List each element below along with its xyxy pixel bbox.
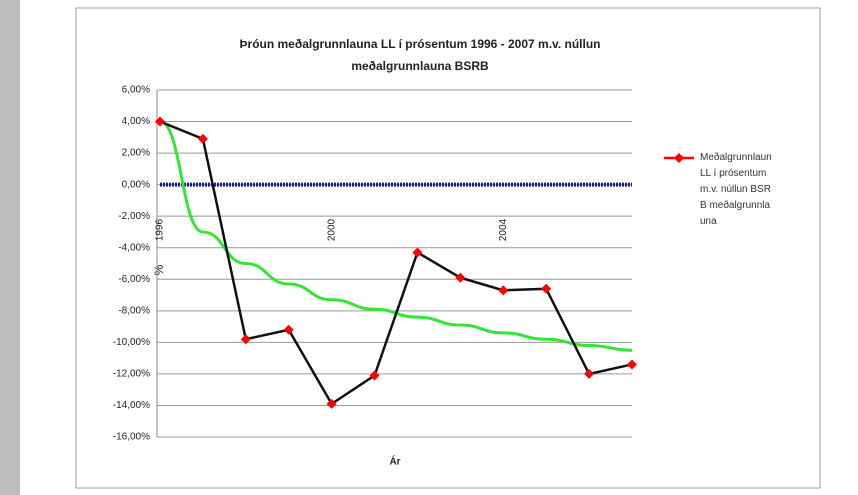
x-axis-label: Ár — [389, 455, 400, 468]
data-point — [197, 133, 208, 144]
y-axis-label: % — [152, 264, 166, 275]
chart-title: Þróun meðalgrunnlauna LL í prósentum 199… — [240, 37, 601, 51]
y-tick-label: -10,00% — [113, 337, 150, 348]
y-tick-label: 4,00% — [122, 116, 150, 127]
y-tick-label: 0,00% — [122, 179, 150, 190]
y-tick-label: -16,00% — [113, 432, 150, 443]
y-tick-label: -14,00% — [113, 400, 150, 411]
data-point — [498, 285, 509, 296]
legend-label: Meðalgrunnlaun LL í prósentum m.v. núllu… — [700, 152, 772, 227]
data-point — [627, 359, 637, 370]
y-tick-label: -2,00% — [118, 211, 150, 222]
y-tick-label: 2,00% — [122, 148, 150, 159]
x-tick-label: 2000 — [326, 218, 337, 241]
x-tick-label: 1996 — [155, 218, 166, 241]
data-point — [541, 283, 552, 294]
trendline — [159, 120, 633, 352]
legend-marker — [674, 153, 684, 163]
data-point — [283, 324, 294, 335]
data-point — [369, 370, 380, 381]
y-tick-label: -12,00% — [113, 369, 150, 380]
y-tick-label: -4,00% — [118, 242, 150, 253]
y-tick-label: 6,00% — [122, 85, 150, 96]
data-line — [159, 120, 633, 406]
x-tick-label: 2004 — [498, 218, 509, 241]
side-bar — [0, 0, 20, 495]
data-point — [584, 368, 595, 379]
data-point — [455, 272, 466, 283]
data-point — [240, 334, 251, 345]
y-tick-label: -6,00% — [118, 274, 150, 285]
data-point — [326, 398, 337, 409]
data-point — [155, 116, 165, 127]
data-point — [412, 247, 423, 258]
chart-title: meðalgrunnlauna BSRB — [351, 59, 489, 73]
y-tick-label: -8,00% — [118, 305, 150, 316]
